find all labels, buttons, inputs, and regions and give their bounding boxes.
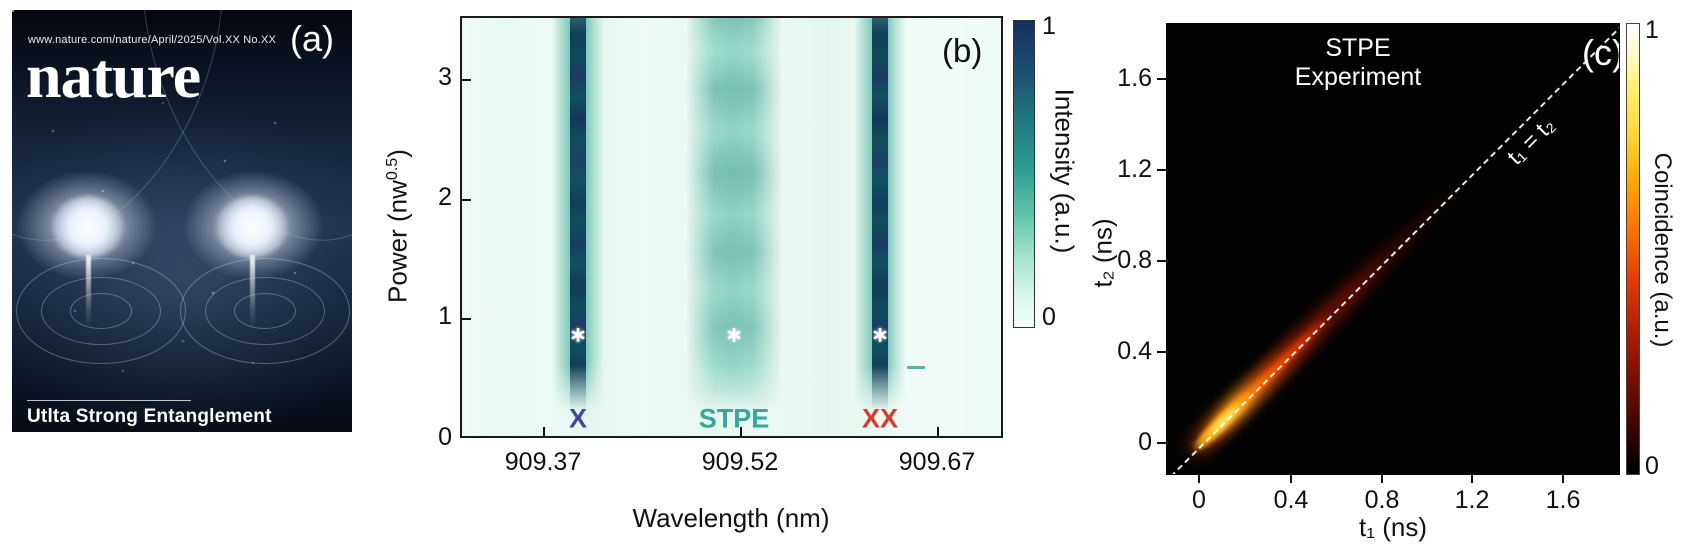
nature-masthead: nature xyxy=(26,40,201,111)
colorbar-min-label: 0 xyxy=(1645,452,1659,480)
colorbar-max-label: 1 xyxy=(1645,16,1659,44)
panel-c-label: (c) xyxy=(1582,32,1620,73)
x-tick-label: 1.6 xyxy=(1545,486,1581,514)
cover-art-ring xyxy=(205,277,325,345)
x-tick xyxy=(1381,475,1383,483)
x-tick xyxy=(1562,475,1564,483)
peak-label-x: X xyxy=(568,403,588,434)
colorbar-min-label: 0 xyxy=(1042,303,1056,331)
cover-art-stem xyxy=(86,255,91,327)
x-tick-label: 909.67 xyxy=(898,448,976,476)
y-tick-label: 2 xyxy=(438,183,452,211)
panel-c-heatmap: t₁ = t₂ STPE Experiment (c) xyxy=(1166,23,1620,475)
y-tick xyxy=(1157,260,1166,262)
yaxis-title-sup: 0.5 xyxy=(382,157,401,181)
cover-art-ring xyxy=(70,293,132,329)
y-tick-label: 1 xyxy=(438,302,452,330)
emission-line-group xyxy=(462,18,1001,436)
emission-line-xx xyxy=(872,18,888,436)
emission-band-stpe xyxy=(686,18,782,436)
emission-line-x xyxy=(570,18,586,436)
x-tick xyxy=(740,427,742,436)
y-tick-label: 0 xyxy=(438,423,452,451)
yaxis-title-pre: Power (nw xyxy=(382,180,413,303)
star-marker-xx: ∗ xyxy=(871,323,889,347)
cover-art-ring xyxy=(234,293,296,329)
x-tick xyxy=(937,427,939,436)
peak-label-stpe: STPE xyxy=(698,403,770,434)
cover-art-orb-left xyxy=(52,196,124,258)
y-tick xyxy=(462,199,471,201)
panel-a-label: (a) xyxy=(290,18,334,59)
cover-art-ring xyxy=(41,277,161,345)
colorbar-max-label: 1 xyxy=(1042,12,1056,40)
cover-art-sparkles xyxy=(12,10,14,12)
panel-c-yaxis-title: t₂ (ns) xyxy=(1087,218,1118,288)
coincidence-colorbar-title: Coincidence (a.u.) xyxy=(1649,152,1676,348)
cover-url-text: www.nature.com/nature/April/2025/Vol.XX … xyxy=(28,34,277,46)
x-tick xyxy=(1290,475,1292,483)
y-tick xyxy=(1157,442,1166,444)
reference-dash-marker xyxy=(907,366,925,369)
intensity-colorbar-title: Intensity (a.u.) xyxy=(1049,88,1080,254)
diagonal-line-label: t₁ = t₂ xyxy=(1501,111,1560,170)
nature-cover-panel: www.nature.com/nature/April/2025/Vol.XX … xyxy=(12,10,352,432)
x-tick-label: 0 xyxy=(1192,486,1206,514)
panel-c-title-line2: Experiment xyxy=(1294,63,1422,91)
y-tick xyxy=(462,79,471,81)
star-marker-stpe: ∗ xyxy=(725,323,743,347)
y-tick-label: 0.8 xyxy=(1117,246,1152,274)
x-tick xyxy=(543,427,545,436)
y-tick xyxy=(1157,78,1166,80)
panel-c-xaxis-title: t₁ (ns) xyxy=(1359,512,1427,542)
x-tick-label: 909.37 xyxy=(504,448,582,476)
y-tick-label: 0.4 xyxy=(1117,337,1152,365)
panel-b-yaxis-title: Power (nw0.5) xyxy=(383,149,414,303)
x-tick-label: 1.2 xyxy=(1454,486,1490,514)
yaxis-title-post: ) xyxy=(382,149,413,158)
x-tick xyxy=(1198,475,1200,483)
panel-c-title-line1: STPE xyxy=(1325,34,1391,62)
coincidence-colorbar xyxy=(1626,23,1640,475)
y-tick xyxy=(1157,169,1166,171)
star-marker-x: ∗ xyxy=(569,323,587,347)
cover-art-orb-right xyxy=(216,196,288,258)
emission-band-stpe-texture xyxy=(686,18,782,436)
x-tick-label: 909.52 xyxy=(701,448,779,476)
cover-art-stem xyxy=(250,255,255,327)
y-tick-label: 3 xyxy=(438,63,452,91)
panel-b-xaxis-title: Wavelength (nm) xyxy=(632,503,830,533)
x-tick-label: 0.8 xyxy=(1364,486,1400,514)
cover-art-ring xyxy=(180,258,350,364)
panel-b-heatmap: ∗ ∗ ∗ X STPE XX (b) xyxy=(460,16,1003,438)
y-tick-label: 0 xyxy=(1138,428,1152,456)
panel-c-title: STPE Experiment xyxy=(1248,34,1468,92)
panel-b-label: (b) xyxy=(942,32,983,69)
intensity-colorbar xyxy=(1013,20,1035,328)
y-tick xyxy=(1157,351,1166,353)
x-tick xyxy=(1471,475,1473,483)
y-tick-label: 1.2 xyxy=(1117,155,1152,183)
y-tick-label: 1.6 xyxy=(1117,64,1152,92)
x-tick-label: 0.4 xyxy=(1273,486,1309,514)
cover-caption-rule xyxy=(27,400,191,401)
y-tick xyxy=(462,318,471,320)
cover-caption: Utlta Strong Entanglement xyxy=(27,406,272,427)
peak-label-xx: XX xyxy=(861,403,899,434)
